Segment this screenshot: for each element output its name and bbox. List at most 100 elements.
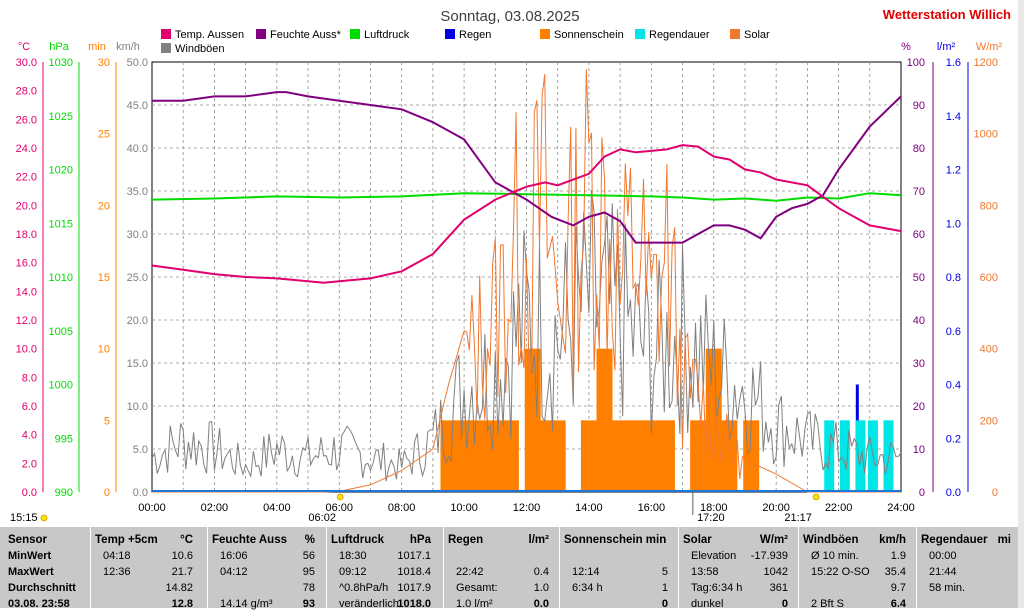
stat-value: 95 bbox=[302, 566, 315, 578]
legend-label: Feuchte Auss* bbox=[270, 29, 342, 41]
sunset-icon bbox=[812, 493, 820, 501]
hpa-axis-tick: 1025 bbox=[49, 111, 73, 123]
legend-swatch bbox=[540, 29, 550, 39]
stat-label: 04:12 bbox=[220, 566, 248, 578]
legend-label: Solar bbox=[744, 29, 770, 41]
min-axis-tick: 10 bbox=[98, 344, 110, 356]
hpa-axis-tick: 1000 bbox=[49, 380, 73, 392]
stats-table: Sensor MinWert MaxWert Durchschnitt 03.08. 2… bbox=[0, 527, 1018, 610]
temp-axis-tick: 4.0 bbox=[22, 430, 37, 442]
stat-value: 1042 bbox=[763, 566, 788, 578]
stat-label: 04:18 bbox=[103, 550, 131, 562]
stat-label: 58 min. bbox=[929, 582, 966, 594]
pct-axis-tick: 20 bbox=[913, 401, 925, 413]
stat-value: 93 bbox=[302, 598, 315, 610]
pct-axis-tick: 90 bbox=[913, 100, 925, 112]
wm2-axis-tick: 0 bbox=[992, 487, 998, 499]
sunrise-label: 06:02 bbox=[308, 512, 336, 524]
column-separator bbox=[559, 527, 560, 608]
weather-chart: Sonntag, 03.08.2025 Wetterstation Willic… bbox=[10, 7, 1012, 524]
x-tick-label: 22:00 bbox=[825, 502, 853, 514]
stat-value: 12.8 bbox=[171, 598, 193, 610]
row-label: Durchschnitt bbox=[8, 582, 76, 594]
stat-value: 78 bbox=[302, 582, 315, 594]
x-tick-label: 20:00 bbox=[762, 502, 790, 514]
pct-axis-tick: 0 bbox=[919, 487, 925, 499]
bar-sonnenschein bbox=[580, 420, 597, 492]
bar-sonnenschein bbox=[690, 420, 707, 492]
x-tick-label: 04:00 bbox=[263, 502, 291, 514]
legend-swatch bbox=[445, 29, 455, 39]
wm2-axis-tick: 600 bbox=[980, 272, 998, 284]
temp-axis-tick: 2.0 bbox=[22, 458, 37, 470]
wm2-axis-tick: 200 bbox=[980, 415, 998, 427]
stat-value: 9.7 bbox=[890, 582, 906, 594]
x-tick-label: 00:00 bbox=[138, 502, 166, 514]
bar-sonnenschein bbox=[596, 348, 613, 492]
x-tick-label: 16:00 bbox=[638, 502, 666, 514]
pct-axis-tick: 80 bbox=[913, 143, 925, 155]
station-name: Wetterstation Willich bbox=[883, 7, 1011, 22]
min-axis-tick: 20 bbox=[98, 200, 110, 212]
lm2-axis-tick: 0.6 bbox=[946, 326, 961, 338]
bar-sonnenschein bbox=[721, 420, 738, 492]
stat-label: 21:44 bbox=[929, 566, 957, 578]
chart-markers: 15:15 06:02 17:20 21:17 bbox=[10, 492, 820, 524]
stat-value: 1017.1 bbox=[397, 550, 431, 562]
x-tick-label: 18:00 bbox=[700, 502, 728, 514]
min-axis-tick: 15 bbox=[98, 272, 110, 284]
bar-regendauer bbox=[855, 420, 866, 492]
stat-value: 21.7 bbox=[171, 566, 193, 578]
column-header: Windböen bbox=[803, 534, 859, 546]
column-separator bbox=[90, 527, 91, 608]
hpa-axis-tick: 1010 bbox=[49, 272, 73, 284]
lm2-axis-tick: 1.6 bbox=[946, 57, 961, 69]
kmh-axis-tick: 10.0 bbox=[127, 401, 148, 413]
stat-label: 15:22 O-SO bbox=[811, 566, 870, 578]
stat-value: 1.0 bbox=[533, 582, 549, 594]
pct-axis-tick: 50 bbox=[913, 272, 925, 284]
min-axis-tick: 25 bbox=[98, 129, 110, 141]
temp-axis-tick: 22.0 bbox=[16, 172, 37, 184]
pct-axis-tick: 70 bbox=[913, 186, 925, 198]
legend-swatch bbox=[350, 29, 360, 39]
hpa-axis-unit: hPa bbox=[49, 41, 69, 53]
x-tick-label: 02:00 bbox=[201, 502, 229, 514]
stat-value: 56 bbox=[302, 550, 315, 562]
row-label: MinWert bbox=[8, 550, 52, 562]
pct-axis-tick: 10 bbox=[913, 444, 925, 456]
min-axis-tick: 5 bbox=[104, 415, 110, 427]
temp-axis-tick: 30.0 bbox=[16, 57, 37, 69]
temp-axis-tick: 6.0 bbox=[22, 401, 37, 413]
left-time-label: 15:15 bbox=[10, 512, 38, 524]
x-tick-label: 14:00 bbox=[575, 502, 603, 514]
hpa-axis-tick: 995 bbox=[55, 433, 73, 445]
temp-axis-tick: 24.0 bbox=[16, 143, 37, 155]
stat-value: 35.4 bbox=[884, 566, 906, 578]
column-separator bbox=[207, 527, 208, 608]
legend-label: Regen bbox=[459, 29, 491, 41]
temp-axis-tick: 12.0 bbox=[16, 315, 37, 327]
bar-sonnenschein bbox=[627, 420, 644, 492]
temp-axis-tick: 0.0 bbox=[22, 487, 37, 499]
hpa-axis-tick: 1005 bbox=[49, 326, 73, 338]
kmh-axis-unit: km/h bbox=[116, 41, 140, 53]
wm2-axis-tick: 1200 bbox=[974, 57, 998, 69]
stat-value: 1.9 bbox=[890, 550, 906, 562]
right-edge-strip bbox=[1018, 0, 1024, 608]
row-label: Sensor bbox=[8, 534, 47, 546]
stat-label: ^0.8hPa/h bbox=[339, 582, 389, 594]
series-tempaussen bbox=[151, 144, 902, 284]
bar-sonnenschein bbox=[743, 420, 760, 492]
lm2-axis-tick: 0.0 bbox=[946, 487, 961, 499]
column-unit: mi bbox=[997, 534, 1011, 546]
row-label: MaxWert bbox=[8, 566, 54, 578]
stat-label: 2 Bft S bbox=[811, 598, 845, 610]
legend-label: Temp. Aussen bbox=[175, 29, 244, 41]
x-tick-label: 08:00 bbox=[388, 502, 416, 514]
temp-axis-tick: 20.0 bbox=[16, 200, 37, 212]
left-sun-icon bbox=[40, 514, 48, 522]
stat-value: 361 bbox=[769, 582, 788, 594]
kmh-axis-tick: 40.0 bbox=[127, 143, 148, 155]
column-unit: W/m² bbox=[759, 534, 788, 546]
